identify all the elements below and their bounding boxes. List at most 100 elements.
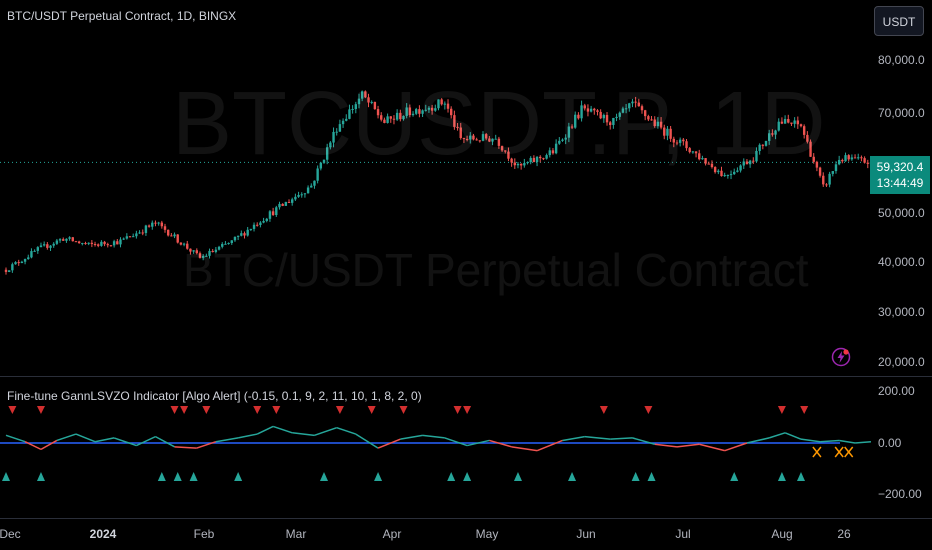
candle-body — [850, 157, 854, 160]
candle-body — [147, 225, 151, 227]
bar-countdown: 13:44:49 — [876, 176, 924, 190]
candle-body — [475, 139, 478, 141]
oscillator-segment — [820, 439, 840, 443]
oscillator-segment — [314, 426, 337, 437]
candle-body — [198, 253, 202, 258]
candle-body — [787, 118, 790, 123]
time-axis-tick: Dec — [0, 527, 21, 541]
candle-body — [109, 245, 113, 247]
candle-body — [186, 243, 189, 249]
candle-body — [599, 111, 602, 119]
time-axis-tick: Feb — [193, 527, 215, 541]
candle-body — [97, 244, 100, 246]
candle-body — [221, 244, 224, 247]
candle-body — [217, 246, 221, 250]
candle-body — [141, 232, 144, 234]
indicator-title: Fine-tune GannLSVZO Indicator [Algo Aler… — [7, 389, 422, 403]
candle-body — [259, 222, 262, 226]
candle-body — [659, 121, 663, 128]
buy-signal-marker — [463, 472, 472, 481]
candle-body — [790, 122, 793, 124]
oscillator-segment — [536, 439, 563, 452]
price-axis-tick: 70,000.0 — [878, 106, 925, 120]
sell-signal-marker — [599, 406, 608, 414]
candle-body — [252, 224, 256, 229]
candle-body — [796, 120, 800, 125]
oscillator-segment — [800, 438, 821, 443]
candle-body — [415, 109, 418, 114]
candle-body — [777, 121, 780, 131]
candle-body — [564, 137, 567, 140]
candle-body — [380, 115, 383, 120]
candle-body — [364, 91, 367, 98]
currency-button[interactable]: USDT — [874, 6, 924, 36]
oscillator-segment — [444, 437, 468, 447]
candle-body — [857, 157, 860, 159]
candle-body — [618, 112, 621, 117]
indicator-axis-tick: −200.00 — [878, 487, 922, 501]
candle-body — [529, 157, 532, 163]
candle-body — [376, 109, 380, 116]
candle-body — [650, 119, 653, 121]
price-axis-tick: 50,000.0 — [878, 206, 925, 220]
candle-body — [640, 106, 644, 111]
lightning-bolt-icon[interactable] — [831, 347, 851, 367]
candle-body — [688, 148, 691, 153]
oscillator-segment — [272, 425, 293, 434]
buy-signal-marker — [447, 472, 456, 481]
candle-body — [669, 128, 672, 139]
candle-body — [519, 163, 523, 166]
candle-body — [4, 269, 8, 272]
oscillator-segment — [466, 439, 490, 447]
candle-body — [173, 234, 176, 237]
oscillator-segment — [215, 437, 239, 443]
oscillator-segment — [839, 439, 856, 444]
candle-body — [256, 224, 259, 226]
oscillator-segment — [489, 439, 512, 448]
candle-body — [831, 171, 834, 174]
sell-signal-marker — [463, 406, 472, 414]
candle-body — [500, 145, 504, 151]
candle-body — [74, 241, 78, 243]
candle-body — [860, 157, 863, 159]
oscillator-segment — [40, 439, 58, 451]
current-price: 59,320.4 — [876, 160, 924, 174]
candle-body — [478, 140, 482, 142]
sell-signal-marker — [272, 406, 281, 414]
candle-body — [472, 135, 475, 140]
candle-body — [733, 171, 736, 175]
candle-body — [678, 139, 682, 143]
candle-body — [539, 156, 542, 159]
candle-body — [395, 112, 399, 120]
candle-body — [656, 121, 660, 127]
candle-body — [440, 99, 443, 105]
candle-body — [713, 167, 717, 173]
candle-body — [548, 150, 551, 156]
candle-body — [764, 140, 768, 146]
candle-body — [863, 158, 866, 163]
candle-body — [469, 135, 472, 140]
buy-signal-marker — [647, 472, 656, 481]
sell-signal-marker — [453, 406, 462, 414]
candle-body — [36, 247, 39, 251]
candle-body — [357, 98, 361, 105]
candle-body — [87, 242, 90, 244]
oscillator-segment — [174, 446, 197, 449]
candle-body — [809, 141, 812, 157]
candle-body — [236, 235, 240, 237]
oscillator-segment — [784, 432, 802, 440]
sell-signal-marker — [170, 406, 179, 414]
sell-signal-marker — [335, 406, 344, 414]
candle-body — [138, 232, 141, 234]
candle-body — [77, 241, 81, 244]
candle-body — [246, 229, 249, 236]
candle-body — [62, 239, 65, 241]
candle-body — [446, 103, 450, 109]
candle-body — [720, 170, 723, 177]
buy-signal-marker — [234, 472, 243, 481]
candle-body — [201, 255, 205, 258]
candle-body — [497, 138, 501, 146]
candle-body — [647, 116, 650, 120]
sell-signal-marker — [180, 406, 189, 414]
